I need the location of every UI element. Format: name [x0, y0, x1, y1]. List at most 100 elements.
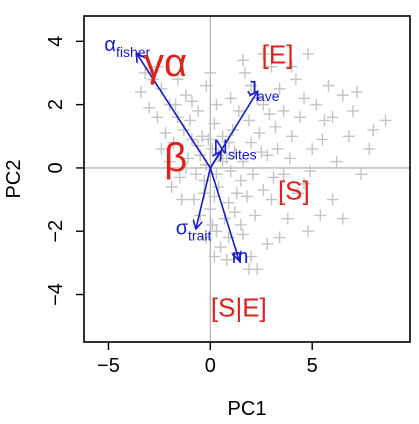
- data-point: [251, 263, 264, 276]
- data-point: [188, 193, 201, 206]
- x-tick-label: −5: [97, 355, 120, 377]
- x-tick-label: 5: [307, 355, 318, 377]
- group-label-2: β: [164, 136, 187, 180]
- data-point: [245, 136, 258, 149]
- data-point: [200, 231, 213, 244]
- data-point: [204, 203, 217, 216]
- data-point: [208, 117, 221, 130]
- group-label-1: [E]: [262, 39, 294, 69]
- data-point: [228, 146, 241, 159]
- data-point: [257, 184, 270, 197]
- data-point: [236, 54, 249, 67]
- data-point: [151, 60, 164, 73]
- data-point: [222, 196, 235, 209]
- group-label-3: [S]: [278, 176, 310, 206]
- data-point: [314, 209, 327, 222]
- data-point: [163, 155, 176, 168]
- y-tick-label: 2: [45, 99, 67, 110]
- data-point: [273, 82, 286, 95]
- data-point: [302, 225, 315, 238]
- data-point: [179, 161, 192, 174]
- y-axis: −4 −2 0 2 4: [45, 36, 84, 306]
- data-point: [273, 231, 286, 244]
- data-point: [367, 123, 380, 136]
- data-point: [210, 225, 223, 238]
- vector-label-4: m: [232, 246, 249, 268]
- data-point: [271, 142, 284, 155]
- y-tick-label: −4: [45, 283, 67, 306]
- data-point: [230, 187, 243, 200]
- data-point: [175, 193, 188, 206]
- data-point: [277, 168, 290, 181]
- data-point: [293, 111, 306, 124]
- x-axis-label: PC1: [228, 398, 267, 420]
- data-point: [330, 155, 343, 168]
- data-point: [281, 212, 294, 225]
- y-axis-label: PC2: [3, 160, 25, 199]
- data-point: [167, 136, 180, 149]
- data-point: [298, 177, 311, 190]
- data-point: [165, 180, 178, 193]
- data-point: [253, 127, 266, 140]
- vector-arrow-0: [137, 54, 211, 169]
- data-point: [159, 127, 172, 140]
- data-point: [226, 123, 239, 136]
- data-point: [135, 85, 148, 98]
- data-point: [238, 66, 251, 79]
- data-point: [204, 66, 217, 79]
- data-point: [210, 98, 223, 111]
- data-point: [322, 79, 335, 92]
- vector-label-3: σtrait: [176, 217, 212, 243]
- data-point: [326, 111, 339, 124]
- data-point: [310, 98, 323, 111]
- plot-frame: [83, 15, 411, 343]
- data-point: [291, 187, 304, 200]
- data-point: [263, 108, 276, 121]
- data-point: [183, 114, 196, 127]
- data-point: [198, 174, 211, 187]
- y-tick-label: 0: [45, 162, 67, 173]
- data-point: [202, 133, 215, 146]
- data-point: [379, 114, 392, 127]
- data-point: [151, 111, 164, 124]
- data-point: [245, 250, 258, 263]
- data-point: [351, 85, 364, 98]
- data-point: [179, 89, 192, 102]
- data-point: [216, 130, 229, 143]
- data-point: [267, 171, 280, 184]
- data-point: [208, 250, 221, 263]
- data-point: [234, 218, 247, 231]
- data-point: [283, 152, 296, 165]
- data-point: [192, 104, 205, 117]
- vector-arrow-3: [196, 167, 212, 228]
- vector-arrow-2: [209, 152, 220, 169]
- data-point: [155, 142, 168, 155]
- data-point: [243, 114, 256, 127]
- data-point: [234, 174, 247, 187]
- data-point: [220, 253, 233, 266]
- data-point: [316, 133, 329, 146]
- group-label-0: γα: [144, 41, 187, 85]
- group-label-4: [S|E]: [211, 293, 267, 323]
- data-point: [257, 47, 270, 60]
- data-point: [355, 168, 368, 181]
- data-point: [236, 155, 249, 168]
- data-point: [212, 180, 225, 193]
- data-point: [277, 104, 290, 117]
- vector-label-0: αfisher: [104, 34, 150, 60]
- data-point: [261, 237, 274, 250]
- data-point: [318, 114, 331, 127]
- data-point: [269, 120, 282, 133]
- data-point: [261, 149, 274, 162]
- data-point: [289, 73, 302, 86]
- data-point: [257, 98, 270, 111]
- data-point: [245, 79, 258, 92]
- data-point: [143, 101, 156, 114]
- data-point: [249, 209, 262, 222]
- data-point: [200, 79, 213, 92]
- data-point: [336, 89, 349, 102]
- data-point: [196, 130, 209, 143]
